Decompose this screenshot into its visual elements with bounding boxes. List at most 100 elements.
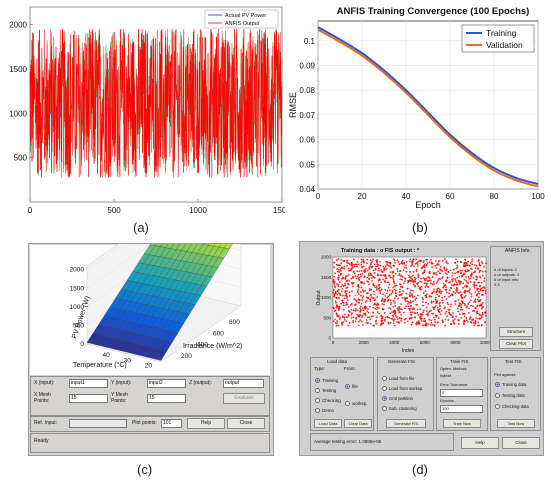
scatter-point — [415, 258, 418, 261]
scatter-point — [366, 316, 369, 319]
scatter-point — [431, 283, 434, 286]
scatter-point — [346, 303, 349, 306]
close-button-c[interactable]: Close — [227, 418, 265, 429]
radio-sub-clustering[interactable] — [382, 406, 387, 411]
y-input-select[interactable]: input2 — [147, 379, 186, 388]
x-mesh-input[interactable]: 15 — [69, 394, 108, 403]
help-button-c[interactable]: Help — [187, 418, 225, 429]
scatter-point — [337, 278, 340, 281]
radio-checking[interactable] — [315, 398, 320, 403]
scatter-point — [465, 262, 468, 265]
generate-fis-button[interactable]: Generate FIS — [386, 419, 426, 428]
scatter-point — [435, 305, 437, 307]
scatter-point — [338, 318, 341, 321]
scatter-point — [372, 324, 374, 327]
scatter-point — [376, 273, 379, 276]
error-tolerance-input[interactable]: 0 — [440, 389, 483, 397]
scatter-point — [353, 298, 356, 300]
y-mesh-input[interactable]: 15 — [147, 394, 186, 403]
y-tick-label: 2000 — [321, 255, 332, 260]
test-now-button[interactable]: Test Now — [497, 419, 535, 428]
x-input-select[interactable]: input1 — [69, 379, 108, 388]
scatter-point — [416, 322, 419, 325]
scatter-point — [438, 277, 441, 280]
close-button-d[interactable]: Close — [502, 437, 540, 449]
scatter-point — [397, 261, 400, 263]
scatter-point — [342, 260, 344, 262]
scatter-point — [472, 271, 475, 274]
scatter-point — [434, 298, 437, 301]
scatter-point — [352, 321, 355, 324]
scatter-point — [422, 261, 425, 264]
scatter-point — [471, 263, 474, 266]
evaluate-button[interactable]: Evaluate — [223, 393, 265, 404]
scatter-point — [372, 297, 374, 300]
radio-file[interactable] — [345, 384, 350, 389]
scatter-point — [382, 322, 384, 325]
scatter-point — [344, 282, 346, 285]
scatter-point — [360, 258, 363, 261]
scatter-point — [438, 295, 440, 298]
scatter-point — [401, 278, 403, 281]
optim-method-value[interactable]: hybrid — [440, 373, 451, 378]
radio-training-data[interactable] — [495, 382, 500, 387]
help-button-d[interactable]: Help — [461, 437, 499, 449]
ref-input-field[interactable] — [69, 419, 127, 428]
scatter-point — [402, 269, 405, 272]
radio-workspace[interactable] — [345, 401, 350, 406]
scatter-point — [459, 269, 462, 272]
scatter-point — [448, 308, 451, 311]
scatter-point — [429, 258, 432, 261]
scatter-point — [438, 308, 441, 311]
radio-load-from-workspace[interactable] — [382, 386, 387, 391]
scatter-point — [404, 317, 407, 320]
radio-testing[interactable] — [315, 388, 320, 393]
scatter-point — [481, 316, 483, 319]
z-output-select[interactable]: output — [223, 379, 264, 388]
scatter-point — [471, 260, 473, 263]
scatter-point — [374, 298, 377, 301]
scatter-point — [370, 293, 373, 296]
clear-data-button[interactable]: Clear Data — [344, 419, 372, 428]
scatter-point — [381, 308, 384, 311]
scatter-point — [372, 303, 375, 306]
anfis-info-panel: ANFIS Info. # of inputs: 2 # of outputs:… — [490, 246, 541, 351]
load-data-button[interactable]: Load Data — [314, 419, 342, 428]
scatter-point — [477, 321, 480, 324]
train-now-button[interactable]: Train Now — [443, 419, 481, 428]
scatter-point — [343, 313, 346, 316]
scatter-point — [441, 276, 444, 278]
scatter-point — [461, 308, 463, 311]
scatter-point — [409, 294, 412, 297]
radio-training[interactable] — [315, 378, 320, 383]
scatter-point — [362, 270, 365, 272]
scatter-point — [475, 284, 478, 287]
epochs-input[interactable]: 100 — [440, 405, 483, 413]
scatter-point — [475, 278, 478, 280]
scatter-point — [393, 313, 396, 316]
scatter-point — [340, 299, 343, 302]
plot-points-input[interactable]: 101 — [161, 419, 182, 428]
scatter-point — [353, 258, 355, 261]
scatter-point — [467, 260, 469, 263]
y-tick-label: 0.1 — [304, 37, 316, 46]
scatter-point — [347, 316, 349, 318]
scatter-point — [432, 300, 435, 303]
scatter-point — [337, 283, 340, 286]
structure-button[interactable]: Structure — [499, 327, 533, 337]
scatter-point — [432, 306, 434, 309]
radio-load-from-file[interactable] — [382, 376, 387, 381]
radio-checking-data[interactable] — [495, 404, 500, 409]
clear-plot-button[interactable]: Clear Plot — [499, 339, 533, 349]
radio-testing-data[interactable] — [495, 393, 500, 398]
scatter-point — [344, 276, 347, 279]
radio-grid-partition[interactable] — [382, 396, 387, 401]
scatter-point — [336, 305, 339, 308]
scatter-point — [334, 318, 336, 321]
scatter-point — [417, 273, 420, 276]
scatter-point — [429, 282, 432, 285]
surface-cell — [186, 244, 198, 253]
scatter-point — [379, 264, 382, 267]
radio-demo[interactable] — [315, 408, 320, 413]
